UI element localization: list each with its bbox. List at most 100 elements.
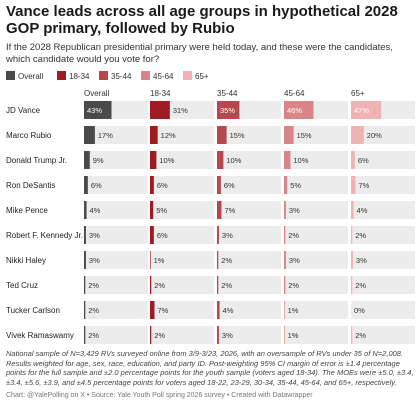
data-label: 6% [224,181,235,190]
bar-background [351,226,415,244]
chart-subtitle: If the 2028 Republican presidential prim… [6,42,393,65]
data-label: 9% [93,156,104,165]
bar-background [84,201,148,219]
category-label: Marco Rubio [6,131,52,140]
data-label: 47% [354,106,369,115]
data-label: 15% [230,131,245,140]
data-label: 2% [88,306,99,315]
data-label: 7% [157,306,168,315]
bar-background [284,126,348,144]
bar [150,101,170,119]
bar [284,201,286,219]
legend-swatch [57,71,66,80]
bar-background [217,126,281,144]
data-label: 2% [288,231,299,240]
legend-label: 18-34 [69,72,90,81]
data-label: 2% [154,281,165,290]
chart-notes: National sample of N=3,429 RVs surveyed … [6,349,414,387]
legend-label: 45-64 [153,72,174,81]
bar [217,176,221,194]
chart-title: Vance leads across all age groups in hyp… [6,3,398,37]
category-label: Mike Pence [6,206,48,215]
bar-background [84,151,148,169]
bar [150,226,154,244]
bar [84,276,86,294]
data-label: 1% [288,306,299,315]
data-label: 2% [221,281,232,290]
bar [217,301,220,319]
bar [351,176,356,194]
data-label: 7% [358,181,369,190]
bar-background [84,176,148,194]
bar [351,201,354,219]
bar [150,126,158,144]
bar-background [351,276,415,294]
category-label: JD Vance [6,106,41,115]
data-label: 10% [226,156,241,165]
bar-background [150,326,214,344]
data-label: 10% [159,156,174,165]
legend-item: Overall [6,71,43,83]
data-label: 4% [223,306,234,315]
data-label: 2% [355,231,366,240]
data-label: 31% [173,106,188,115]
bar-background [84,301,148,319]
bar-background [217,251,281,269]
bar [84,226,86,244]
bar-background [284,151,348,169]
bar-chart: Overall 18-34 35-44 45-64 65+ JD Vance 43% 31% 3… [6,89,415,344]
data-label: 6% [91,181,102,190]
bar [351,251,353,269]
legend-label: 35-44 [111,72,132,81]
bar-background [351,126,415,144]
bar [351,276,353,294]
bar [284,276,286,294]
data-label: 5% [290,181,301,190]
bar [217,251,219,269]
bar-background [217,276,281,294]
bar [217,151,224,169]
legend-swatch [183,71,192,80]
bar-background [84,326,148,344]
bar [84,126,95,144]
bar [351,151,355,169]
bar [284,301,285,319]
bar [84,151,90,169]
bar-background [351,176,415,194]
bar-background [217,301,281,319]
bar [351,101,382,119]
bar [217,101,240,119]
bar-background [217,326,281,344]
bar [84,251,86,269]
data-label: 15% [297,131,312,140]
bar-background [284,176,348,194]
bar [217,126,227,144]
bar [284,251,286,269]
data-label: 7% [224,206,235,215]
bar-background [351,251,415,269]
bar [217,201,222,219]
category-label: Vivek Ramaswamy [6,331,74,340]
bar [150,326,152,344]
legend-label: Overall [18,72,44,81]
data-label: 6% [157,231,168,240]
column-header: 45-64 [284,89,305,98]
bar [284,151,291,169]
category-label: Donald Trump Jr. [6,156,67,165]
bar [351,126,364,144]
bar [284,176,288,194]
data-label: 4% [90,206,101,215]
category-label: Ted Cruz [6,281,38,290]
bar [150,276,152,294]
data-label: 2% [221,256,232,265]
bar-background [150,251,214,269]
bar [351,226,353,244]
column-header: 65+ [351,89,365,98]
chart-credit: Chart: @YalePolling on X • Source: Yale … [6,392,313,399]
bar-background [150,176,214,194]
data-label: 3% [289,206,300,215]
bar [284,326,285,344]
legend-label: 65+ [195,72,209,81]
legend-swatch [141,71,150,80]
bar-background [217,226,281,244]
